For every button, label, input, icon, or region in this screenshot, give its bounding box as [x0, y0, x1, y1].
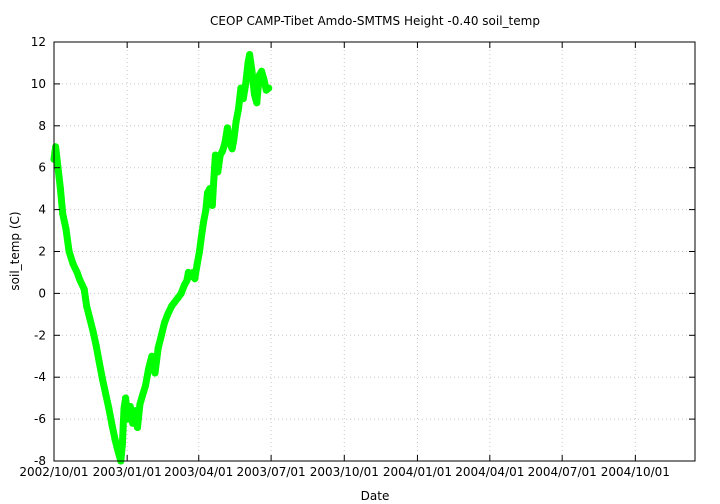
- data-point: [89, 327, 97, 335]
- data-point: [76, 277, 84, 285]
- data-point: [108, 421, 116, 429]
- data-point: [129, 419, 137, 427]
- data-point: [196, 248, 203, 255]
- y-tick-label: 10: [31, 77, 46, 91]
- y-axis-label: soil_temp (C): [8, 211, 22, 290]
- x-tick-label: 2003/10/01: [310, 465, 379, 479]
- data-point: [59, 210, 67, 218]
- x-tick-label: 2004/10/01: [601, 465, 670, 479]
- data-point: [148, 352, 156, 360]
- data-point: [92, 342, 100, 350]
- data-point: [65, 248, 73, 255]
- data-point: [69, 260, 77, 268]
- x-tick-label: 2003/04/01: [164, 465, 233, 479]
- y-tick-label: 0: [38, 286, 46, 300]
- grid: [54, 42, 695, 461]
- data-point: [177, 289, 185, 297]
- data-point: [250, 90, 258, 98]
- y-tick-label: -8: [34, 454, 46, 468]
- x-tick-label: 2003/07/01: [237, 465, 306, 479]
- data-point: [86, 315, 94, 322]
- data-point: [237, 84, 245, 92]
- x-tick-label: 2004/04/01: [455, 465, 524, 479]
- x-tick-label: 2003/01/01: [93, 465, 162, 479]
- data-point: [223, 124, 231, 132]
- data-point: [246, 51, 254, 59]
- data-point: [210, 174, 218, 182]
- y-tick-label: 12: [31, 35, 46, 49]
- y-tick-label: 6: [38, 161, 46, 175]
- x-tick-label: 2004/07/01: [528, 465, 597, 479]
- series-layer: [50, 51, 273, 465]
- data-point: [99, 375, 106, 383]
- data-point: [105, 405, 113, 413]
- y-tick-label: 4: [38, 203, 46, 217]
- data-point: [142, 382, 149, 390]
- data-point: [154, 344, 162, 352]
- data-point: [239, 95, 247, 103]
- y-tick-label: 8: [38, 119, 46, 133]
- data-point: [80, 285, 88, 293]
- data-point: [211, 151, 219, 159]
- data-point: [206, 185, 214, 193]
- data-point: [253, 99, 261, 107]
- data-point: [232, 118, 240, 126]
- chart-title: CEOP CAMP-Tibet Amdo-SMTMS Height -0.40 …: [210, 14, 540, 28]
- data-point: [131, 407, 139, 415]
- x-tick-labels: 2002/10/01 2003/01/01 2003/04/01 2003/07/01…: [19, 465, 670, 479]
- y-tick-label: -2: [34, 328, 46, 342]
- data-point: [56, 185, 64, 193]
- x-tick-label: 2002/10/01: [19, 465, 88, 479]
- data-point: [111, 436, 119, 444]
- data-point: [228, 145, 236, 153]
- data-point: [120, 405, 128, 413]
- y-tick-label: 2: [38, 245, 46, 259]
- data-point: [219, 147, 227, 155]
- tick-marks: [53, 41, 695, 462]
- data-point: [126, 403, 134, 410]
- data-point: [200, 218, 207, 226]
- data-point: [124, 415, 132, 423]
- data-point: [208, 201, 216, 209]
- data-point: [138, 392, 146, 400]
- y-tick-labels: -8 -6 -4 -2 0 2 4 6 8 10 12: [31, 35, 46, 468]
- x-tick-label: 2004/01/01: [383, 465, 452, 479]
- data-point: [122, 394, 130, 402]
- data-point: [258, 67, 266, 75]
- data-point: [248, 67, 256, 75]
- data-point: [214, 168, 222, 176]
- data-point: [197, 235, 205, 243]
- data-point: [151, 369, 159, 377]
- data-point: [52, 143, 60, 151]
- data-point: [189, 268, 197, 276]
- data-point: [134, 424, 141, 431]
- data-point: [235, 105, 242, 113]
- y-tick-label: -6: [34, 412, 46, 426]
- data-point: [265, 84, 273, 92]
- x-axis-label: Date: [361, 489, 390, 503]
- data-point: [242, 80, 250, 88]
- data-point: [145, 365, 153, 373]
- data-point: [114, 449, 122, 457]
- data-point: [164, 310, 172, 318]
- data-point: [191, 275, 199, 283]
- data-point: [118, 440, 126, 448]
- data-point: [244, 59, 252, 67]
- data-point: [230, 137, 238, 144]
- data-point: [260, 76, 268, 84]
- data-point: [83, 302, 91, 310]
- series-line: [50, 51, 273, 465]
- data-point: [62, 225, 70, 232]
- data-point: [161, 319, 168, 327]
- y-tick-label: -4: [34, 370, 46, 384]
- data-point: [136, 400, 144, 408]
- data-point: [202, 206, 210, 214]
- data-point: [73, 268, 81, 276]
- data-point: [221, 139, 229, 147]
- data-point: [95, 359, 103, 366]
- data-point: [193, 260, 201, 268]
- data-point: [102, 390, 110, 398]
- data-point: [157, 331, 165, 339]
